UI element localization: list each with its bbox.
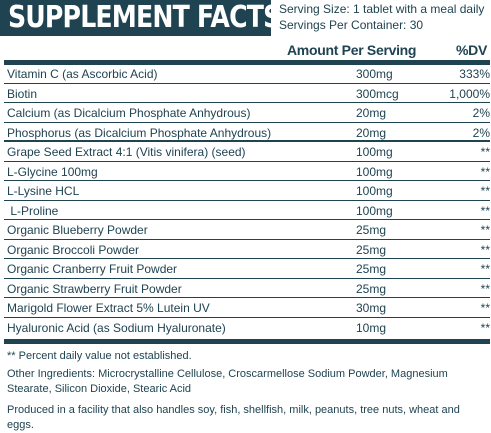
nutrient-dv: ** [480, 320, 490, 335]
dv-column-header: %DV [456, 42, 487, 58]
table-row: Organic Cranberry Fruit Powder 25mg ** [4, 259, 490, 279]
nutrient-amount: 10mg [356, 320, 387, 335]
nutrient-name: Organic Strawberry Fruit Powder [7, 281, 182, 296]
nutrient-dv: ** [480, 203, 490, 218]
nutrient-name: Vitamin C (as Ascorbic Acid) [7, 67, 158, 81]
amount-column-header: Amount Per Serving [287, 42, 417, 58]
nutrient-name: Grape Seed Extract 4:1 (Vitis vinifera) … [7, 145, 246, 159]
nutrient-name: Phosphorus (as Dicalcium Phosphate Anhyd… [7, 125, 272, 140]
nutrient-dv: ** [480, 184, 490, 198]
table-row: Biotin 300mcg 1,000% [4, 84, 490, 103]
nutrient-amount: 25mg [356, 223, 387, 237]
table-row: Organic Broccoli Powder 25mg ** [4, 240, 490, 259]
other-ingredients: Other Ingredients: Microcrystalline Cell… [7, 368, 448, 395]
nutrient-name: L-Lysine HCL [7, 184, 80, 198]
nutrient-dv: ** [480, 223, 490, 237]
nutrient-dv: 2% [472, 106, 490, 120]
nutrient-amount: 25mg [356, 281, 387, 296]
table-row: L-Proline 100mg ** [4, 201, 490, 220]
table-row: Vitamin C (as Ascorbic Acid) 300mg 333% [4, 64, 490, 84]
nutrient-dv: ** [480, 242, 490, 257]
nutrient-table: Vitamin C (as Ascorbic Acid) 300mg 333% … [4, 64, 490, 337]
table-row: Hyaluronic Acid (as Sodium Hyaluronate) … [4, 318, 490, 338]
nutrient-amount: 25mg [356, 262, 387, 276]
nutrient-dv: 1,000% [449, 86, 490, 101]
nutrient-name: Organic Blueberry Powder [7, 223, 148, 237]
table-row: Calcium (as Dicalcium Phosphate Anhydrou… [4, 103, 490, 123]
nutrient-amount: 100mg [356, 203, 393, 218]
nutrient-name: Biotin [7, 86, 38, 101]
servings-per-container: Servings Per Container: 30 [279, 18, 424, 32]
nutrient-amount: 30mg [356, 301, 387, 315]
allergen-statement: Produced in a facility that also handles… [7, 404, 460, 431]
nutrient-dv: ** [480, 262, 490, 276]
nutrient-amount: 25mg [356, 242, 387, 257]
nutrient-amount: 20mg [356, 106, 387, 120]
serving-size: Serving Size: 1 tablet with a meal daily [279, 2, 485, 16]
nutrient-dv: 2% [472, 125, 490, 140]
top-divider [4, 60, 490, 65]
bottom-divider [4, 339, 490, 344]
nutrient-name: L-Glycine 100mg [7, 164, 98, 179]
nutrient-dv: ** [480, 145, 490, 159]
table-row: L-Lysine HCL 100mg ** [4, 181, 490, 201]
nutrient-name: Organic Broccoli Powder [7, 242, 140, 257]
table-row: L-Glycine 100mg 100mg ** [4, 162, 490, 181]
nutrient-name: Organic Cranberry Fruit Powder [7, 262, 178, 276]
nutrient-amount: 300mcg [356, 86, 399, 101]
nutrient-name: Marigold Flower Extract 5% Lutein UV [7, 301, 210, 315]
table-row: Marigold Flower Extract 5% Lutein UV 30m… [4, 298, 490, 318]
table-row: Phosphorus (as Dicalcium Phosphate Anhyd… [4, 123, 490, 142]
nutrient-amount: 300mg [356, 67, 393, 81]
table-row: Organic Strawberry Fruit Powder 25mg ** [4, 279, 490, 298]
title-banner: SUPPLEMENT FACTS [0, 0, 281, 36]
nutrient-dv: ** [480, 164, 490, 179]
nutrient-dv: 333% [459, 67, 490, 81]
nutrient-dv: ** [480, 301, 490, 315]
nutrient-name: Calcium (as Dicalcium Phosphate Anhydrou… [7, 106, 251, 120]
table-row: Grape Seed Extract 4:1 (Vitis vinifera) … [4, 142, 490, 162]
nutrient-amount: 20mg [356, 125, 387, 140]
table-row: Organic Blueberry Powder 25mg ** [4, 220, 490, 240]
panel-title: SUPPLEMENT FACTS [8, 0, 281, 35]
nutrient-name: L-Proline [7, 203, 59, 218]
nutrient-amount: 100mg [356, 145, 393, 159]
nutrient-amount: 100mg [356, 164, 393, 179]
nutrient-name: Hyaluronic Acid (as Sodium Hyaluronate) [7, 320, 226, 335]
nutrient-dv: ** [480, 281, 490, 296]
nutrient-amount: 100mg [356, 184, 393, 198]
dv-footnote: ** Percent daily value not established. [7, 350, 192, 362]
